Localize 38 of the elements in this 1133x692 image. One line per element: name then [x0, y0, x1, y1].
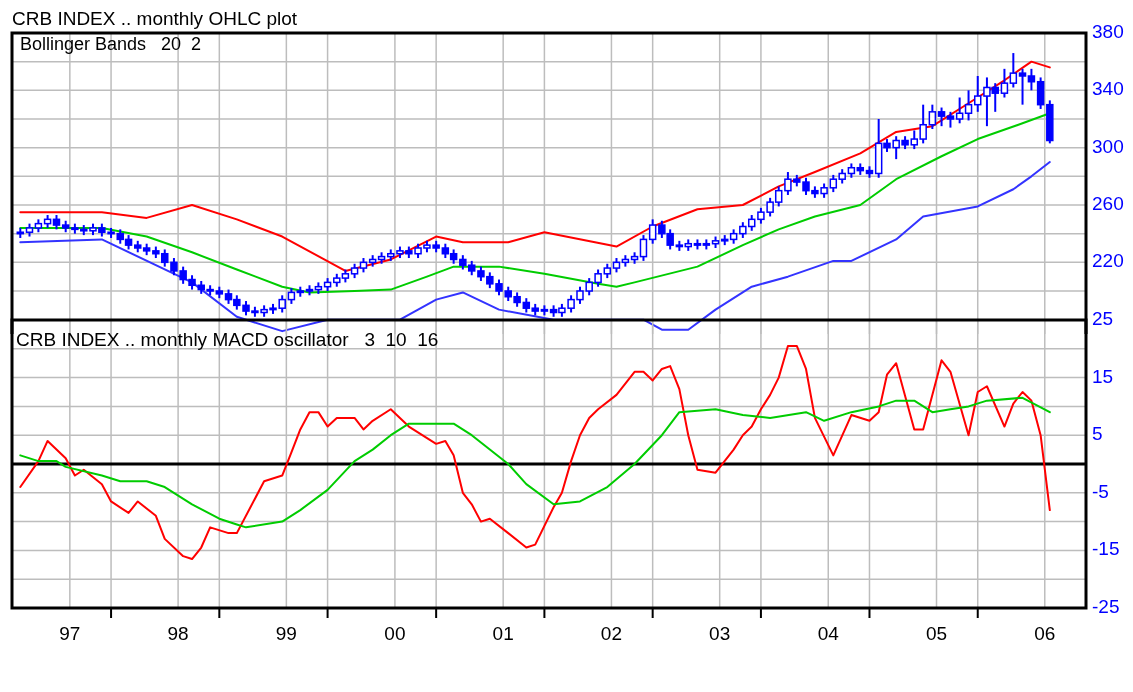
y-tick-label: 220	[1092, 250, 1124, 272]
y-tick-label: 5	[1092, 423, 1103, 445]
y-tick-label: 340	[1092, 78, 1124, 100]
candlestick	[1009, 52, 1018, 89]
x-tick-label: 98	[167, 623, 189, 644]
y-tick-label: 15	[1092, 365, 1114, 387]
candlestick	[648, 218, 657, 245]
x-tick-label: 00	[384, 623, 406, 644]
x-tick-label: 97	[59, 623, 81, 644]
candlestick	[1000, 67, 1009, 99]
y-tick-label: 260	[1092, 193, 1124, 215]
y-tick-label: -15	[1092, 538, 1120, 560]
candlestick	[639, 234, 648, 262]
x-tick-label: 04	[817, 623, 840, 644]
x-tick-label: 01	[492, 623, 514, 644]
x-tick-label: 05	[925, 623, 948, 644]
y-tick-label: -5	[1092, 480, 1109, 502]
candlestick	[964, 89, 973, 122]
text: CRB INDEX .. monthly MACD oscillator 3 10 16	[16, 329, 439, 350]
candlestick	[937, 106, 946, 128]
y-tick-label: 300	[1092, 135, 1124, 157]
candlestick	[955, 96, 964, 125]
y-tick-label: 380	[1092, 21, 1124, 43]
x-tick-label: 06	[1034, 623, 1056, 644]
candlestick	[1018, 67, 1027, 106]
y-tick-label: -25	[1092, 596, 1120, 618]
x-tick-label: 03	[709, 623, 731, 644]
candlestick	[928, 103, 937, 131]
candlestick	[1027, 67, 1036, 92]
line-series	[19, 60, 1051, 272]
y-tick-label: 25	[1092, 308, 1114, 330]
candlestick	[973, 75, 982, 113]
candlestick	[1036, 76, 1045, 110]
chart-title: CRB INDEX .. monthly OHLC plot	[12, 8, 298, 29]
x-tick-label: 02	[600, 623, 623, 644]
x-tick-label: 99	[275, 623, 297, 644]
line-series	[19, 396, 1051, 529]
chart-subtitle: Bollinger Bands 20 2	[20, 34, 202, 54]
